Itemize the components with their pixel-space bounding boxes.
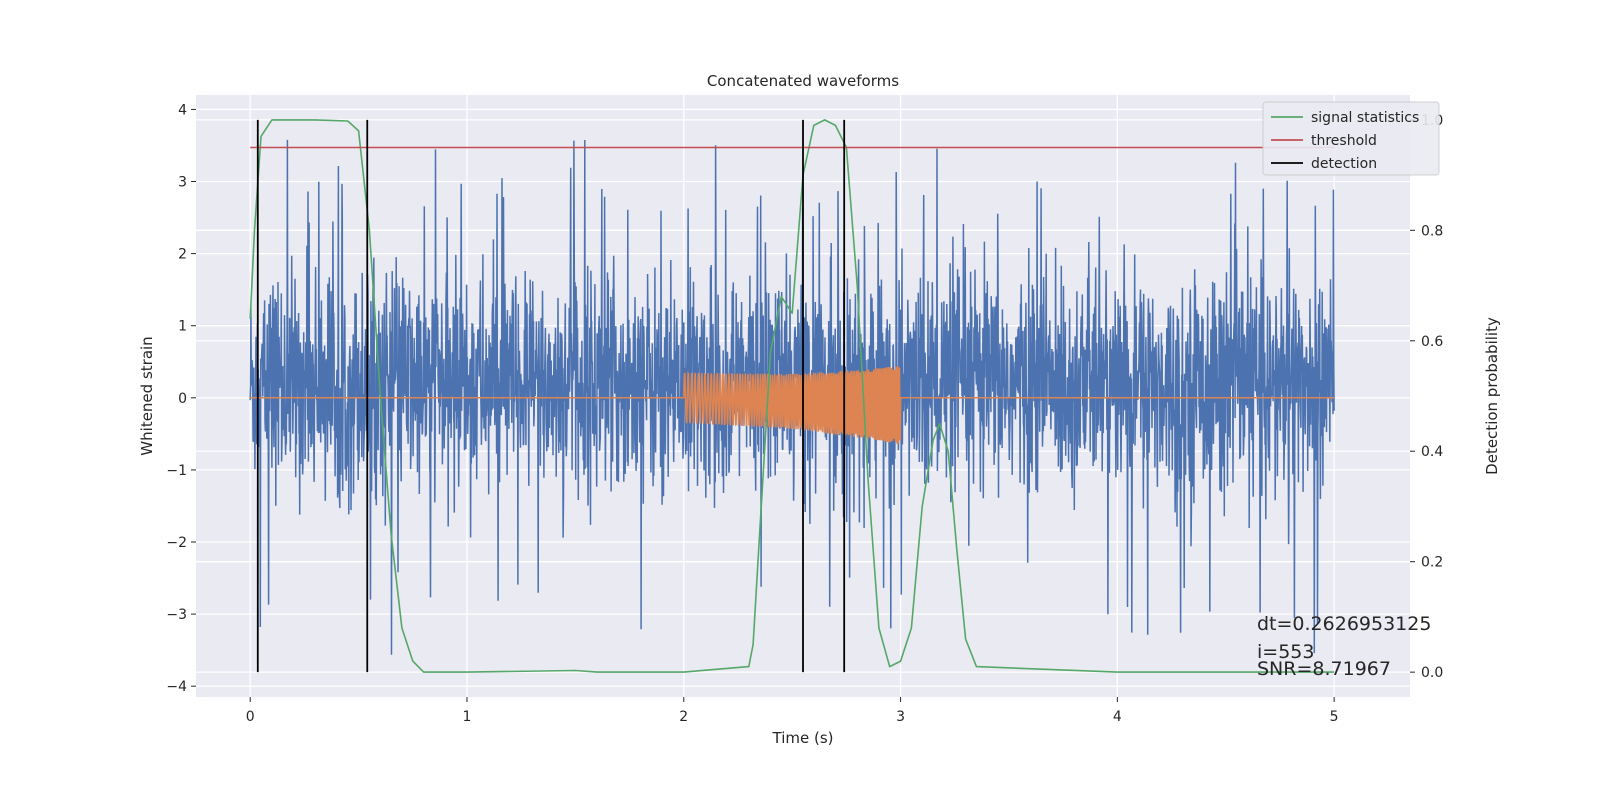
y-left-tick-label: −1 — [166, 463, 187, 479]
y-left-tick-label: 3 — [178, 175, 187, 191]
y-right-tick-label: 0.8 — [1421, 223, 1443, 239]
y-right-tick-label: 0.2 — [1421, 555, 1443, 571]
legend-box — [1262, 101, 1440, 176]
legend-label: signal statistics — [1311, 110, 1419, 126]
y-left-tick-label: −4 — [166, 679, 187, 695]
annotation-text: dt=0.2626953125 — [1257, 613, 1431, 635]
legend-label: threshold — [1311, 133, 1377, 149]
y-left-tick-label: 2 — [178, 247, 187, 263]
series-layer — [249, 119, 1335, 673]
x-tick-label: 4 — [1113, 709, 1122, 725]
y-right-tick-label: 0.6 — [1421, 334, 1443, 350]
legend: signal statistics threshold detection — [1262, 101, 1440, 176]
y-right-tick-label: 0.0 — [1421, 665, 1443, 681]
x-axis-label: Time (s) — [772, 729, 834, 747]
annotation-text: i=553 — [1257, 641, 1314, 663]
y-axis-label-right: Detection probability — [1483, 317, 1501, 475]
y-left-tick-label: 4 — [178, 102, 187, 118]
y-left-tick-label: 1 — [178, 319, 187, 335]
y-axis-label-left: Whitened strain — [138, 336, 156, 455]
y-left-tick-label: 0 — [178, 391, 187, 407]
x-tick-label: 0 — [246, 709, 255, 725]
x-tick-label: 1 — [463, 709, 472, 725]
x-tick-label: 5 — [1330, 709, 1339, 725]
y-right-tick-label: 0.4 — [1421, 444, 1443, 460]
chart-title: Concatenated waveforms — [707, 72, 899, 90]
x-tick-label: 3 — [896, 709, 905, 725]
y-left-tick-label: −2 — [166, 535, 187, 551]
x-tick-label: 2 — [679, 709, 688, 725]
series-chirp — [250, 365, 1335, 444]
legend-label: detection — [1311, 156, 1377, 172]
annotation-text: SNR=8.71967 — [1257, 658, 1391, 680]
y-left-tick-label: −3 — [166, 607, 187, 623]
